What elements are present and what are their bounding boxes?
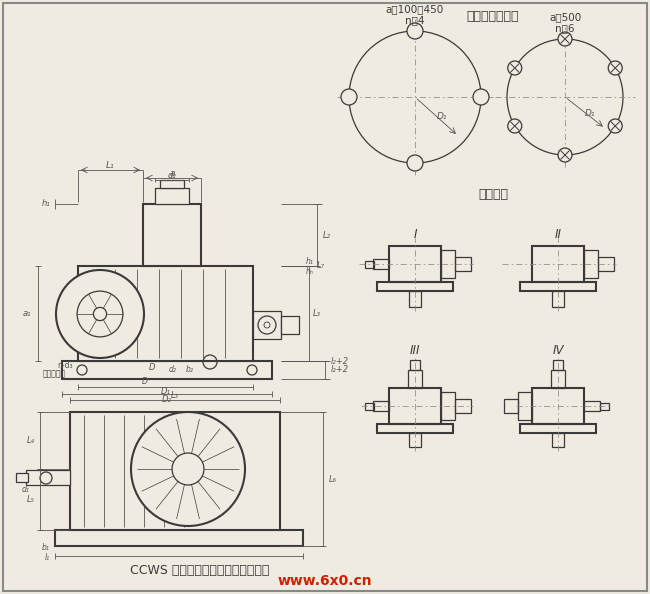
Bar <box>143 204 201 266</box>
Text: CCWS 型双级螓杆减速器及装配型式: CCWS 型双级螓杆减速器及装配型式 <box>130 564 270 577</box>
Bar <box>373 401 389 411</box>
Bar <box>441 250 455 278</box>
Text: d₂: d₂ <box>169 365 177 374</box>
Text: L₁: L₁ <box>106 160 114 169</box>
Text: 装配型式: 装配型式 <box>478 188 508 201</box>
Bar <box>455 399 471 413</box>
Bar <box>455 257 471 271</box>
Text: IV: IV <box>552 343 564 356</box>
Bar <box>520 282 596 291</box>
Circle shape <box>131 412 245 526</box>
Bar <box>373 259 389 269</box>
Circle shape <box>558 32 572 46</box>
Text: D: D <box>149 364 155 372</box>
Text: L₃: L₃ <box>313 309 321 318</box>
Text: a₁: a₁ <box>23 309 31 318</box>
Circle shape <box>558 148 572 162</box>
Bar <box>552 433 564 447</box>
Text: l₂+2: l₂+2 <box>331 365 349 374</box>
Text: l₁: l₁ <box>45 554 50 563</box>
Bar <box>518 392 532 420</box>
Text: a＝100～450: a＝100～450 <box>386 4 444 14</box>
Text: D₁: D₁ <box>437 112 447 121</box>
Bar <box>16 473 28 482</box>
Circle shape <box>473 89 489 105</box>
Text: h₁: h₁ <box>42 200 50 208</box>
Bar <box>600 403 609 409</box>
Bar <box>55 530 303 546</box>
Bar <box>155 188 189 204</box>
Text: L₅: L₅ <box>27 495 35 504</box>
Text: D₂: D₂ <box>162 394 172 403</box>
Text: L₇: L₇ <box>317 261 325 270</box>
Bar <box>552 291 564 307</box>
Bar <box>584 401 600 411</box>
Circle shape <box>608 119 622 133</box>
Text: I: I <box>413 228 417 241</box>
Text: III: III <box>410 343 421 356</box>
Bar <box>598 257 614 271</box>
Circle shape <box>508 61 522 75</box>
Circle shape <box>407 23 423 39</box>
Bar <box>389 246 441 282</box>
Text: a: a <box>169 169 175 178</box>
Text: www.6x0.cn: www.6x0.cn <box>278 574 372 588</box>
Bar <box>410 360 420 370</box>
Bar <box>409 291 421 307</box>
Bar <box>441 392 455 420</box>
Circle shape <box>407 155 423 171</box>
Text: L₂: L₂ <box>323 230 331 239</box>
Bar <box>408 370 422 388</box>
Text: d₂: d₂ <box>168 172 176 181</box>
Bar <box>365 261 374 267</box>
Text: a＝500: a＝500 <box>549 12 581 22</box>
Bar <box>70 412 280 530</box>
Text: L₄: L₄ <box>27 436 35 445</box>
Text: D₁: D₁ <box>584 109 595 118</box>
Text: n＝4: n＝4 <box>405 15 424 25</box>
Text: D₁: D₁ <box>161 387 170 397</box>
Text: 地脚螺栓孔位置: 地脚螺栓孔位置 <box>467 11 519 24</box>
Bar <box>377 424 453 433</box>
Circle shape <box>56 270 144 358</box>
Bar <box>281 316 299 334</box>
Circle shape <box>508 119 522 133</box>
Bar <box>62 361 272 379</box>
Bar <box>160 180 184 188</box>
Bar <box>377 282 453 291</box>
Circle shape <box>608 61 622 75</box>
Text: L₆: L₆ <box>329 475 337 484</box>
Text: b₂: b₂ <box>186 365 194 374</box>
Bar <box>551 370 565 388</box>
Bar <box>520 424 596 433</box>
Bar <box>409 433 421 447</box>
Text: d₁: d₁ <box>22 485 30 494</box>
Text: 地脚螺栓孔: 地脚螺栓孔 <box>43 369 66 378</box>
Bar <box>584 250 598 278</box>
Text: n＝6: n＝6 <box>555 23 575 33</box>
Bar <box>389 388 441 424</box>
Text: hₕ: hₕ <box>306 267 314 276</box>
Bar <box>532 246 584 282</box>
Text: n-d₃: n-d₃ <box>57 362 73 371</box>
Text: b₁: b₁ <box>42 544 50 552</box>
Bar <box>253 311 281 339</box>
Text: D: D <box>142 378 148 387</box>
Bar <box>504 399 518 413</box>
Bar <box>26 470 70 485</box>
Bar <box>365 403 374 409</box>
Circle shape <box>341 89 357 105</box>
Bar <box>532 388 584 424</box>
Text: L₃: L₃ <box>171 391 179 400</box>
Text: h₁: h₁ <box>306 258 314 267</box>
Text: II: II <box>554 228 562 241</box>
Bar <box>553 360 563 370</box>
Bar <box>78 266 253 361</box>
Text: l₂+2: l₂+2 <box>331 356 349 365</box>
